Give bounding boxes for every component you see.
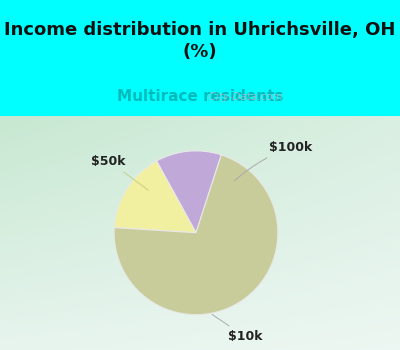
Text: $50k: $50k <box>91 154 148 190</box>
Text: $10k: $10k <box>212 314 262 343</box>
Wedge shape <box>114 161 196 233</box>
Text: $100k: $100k <box>234 141 312 181</box>
Text: City-Data.com: City-Data.com <box>202 92 282 102</box>
Wedge shape <box>114 155 278 315</box>
Wedge shape <box>156 151 221 233</box>
Text: Income distribution in Uhrichsville, OH
(%): Income distribution in Uhrichsville, OH … <box>4 21 396 61</box>
Text: Multirace residents: Multirace residents <box>117 89 283 104</box>
